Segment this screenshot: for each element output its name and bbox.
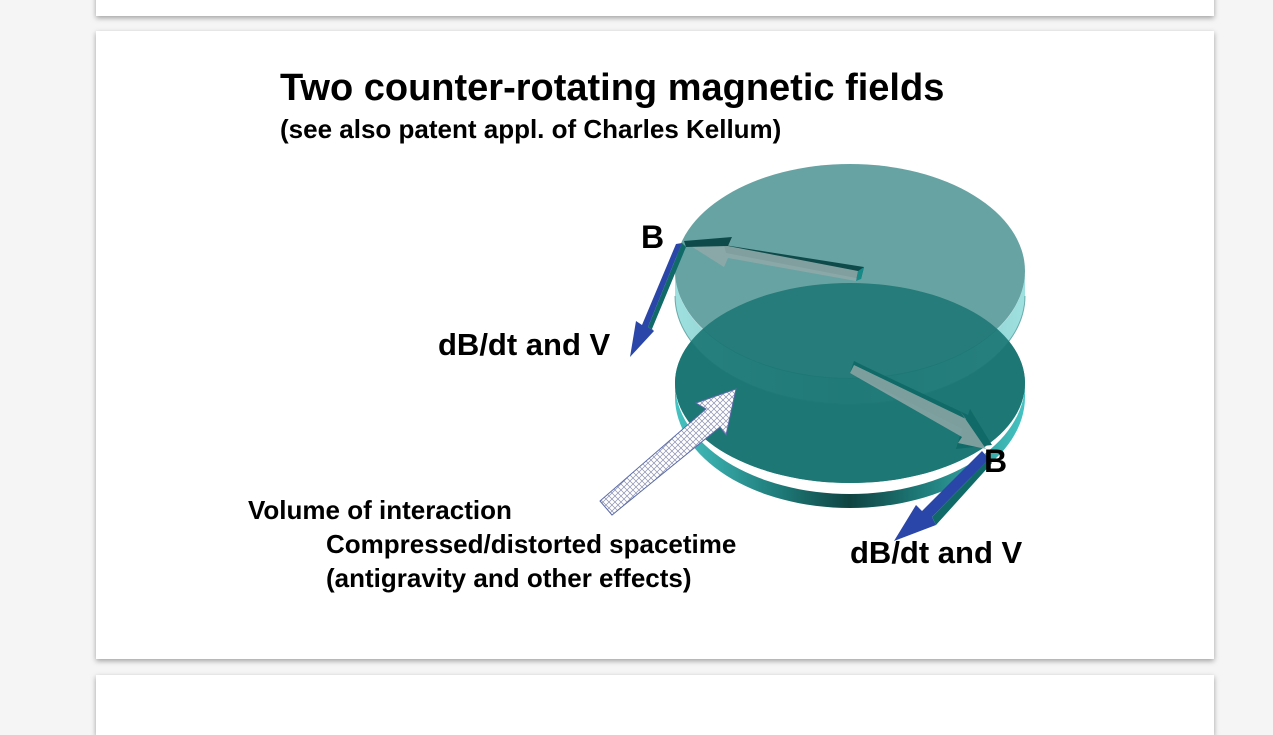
dbdt-arrow-bottom [894, 451, 992, 541]
magnetic-fields-diagram [599, 164, 1026, 541]
label-b-bottom: B [984, 443, 1008, 479]
label-antigravity: (antigravity and other effects) [326, 563, 692, 593]
label-compressed-spacetime: Compressed/distorted spacetime [326, 529, 737, 559]
next-slide-card [96, 675, 1214, 735]
previous-slide-card [96, 0, 1214, 16]
volume-arrow [599, 388, 737, 516]
b-arrow-top [684, 237, 864, 281]
label-b-top: B [641, 219, 665, 255]
slide-subtitle: (see also patent appl. of Charles Kellum… [280, 114, 782, 144]
label-dbdt-top: dB/dt and V [438, 327, 611, 362]
label-dbdt-bottom: dB/dt and V [850, 535, 1023, 570]
label-volume-of-interaction: Volume of interaction [248, 495, 512, 525]
slide-card: Two counter-rotating magnetic fields (se… [96, 31, 1214, 659]
slide-title: Two counter-rotating magnetic fields [280, 67, 945, 109]
b-arrow-bottom [850, 361, 992, 449]
dbdt-arrow-top [630, 243, 686, 357]
bottom-disk-face [675, 283, 1025, 483]
